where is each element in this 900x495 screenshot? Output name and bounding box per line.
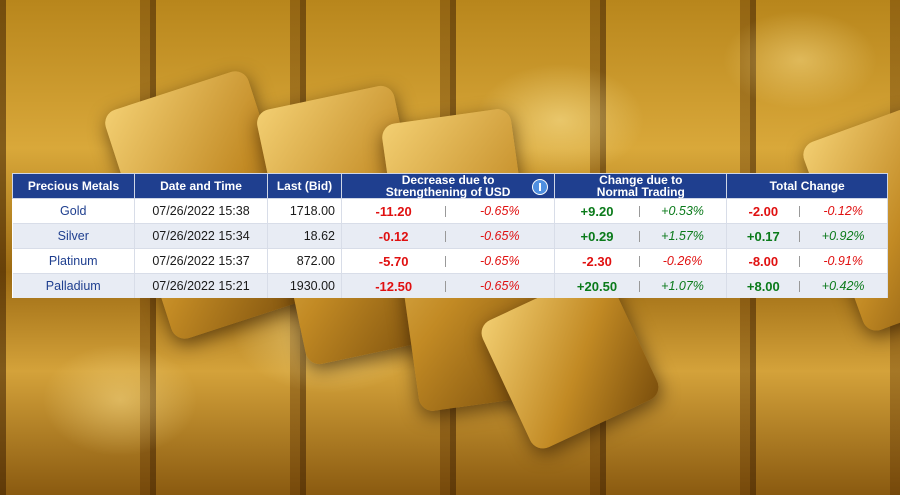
- table-cell: +0.29: [554, 223, 639, 249]
- header-cell: Total Change: [726, 173, 888, 199]
- table-cell: +0.17: [726, 223, 800, 249]
- table-cell: -0.65%: [445, 198, 556, 224]
- table-cell: +0.92%: [799, 223, 889, 249]
- table-cell: 18.62: [267, 223, 342, 249]
- table-cell: -0.91%: [799, 248, 889, 274]
- header-cell: Change due to Normal Trading: [554, 173, 728, 199]
- metals-table: Precious Metals Date and Time Last (Bid)…: [12, 173, 889, 298]
- header-cell: Precious Metals: [12, 173, 135, 199]
- table-cell: +8.00: [726, 273, 800, 298]
- table-row: Palladium 07/26/2022 15:21 1930.00 -12.50 -0…: [12, 273, 889, 298]
- table-cell: +0.53%: [638, 198, 728, 224]
- table-row: Platinum 07/26/2022 15:37 872.00 -5.70 -0.65…: [12, 248, 889, 274]
- table-cell: 07/26/2022 15:34: [134, 223, 268, 249]
- table-cell: -12.50: [341, 273, 446, 298]
- table-cell: Palladium: [12, 273, 135, 298]
- header-cell: Date and Time: [134, 173, 268, 199]
- table-cell: -0.26%: [638, 248, 728, 274]
- table-cell: -0.12%: [799, 198, 889, 224]
- header-cell: Decrease due to Strengthening of USD: [340, 173, 556, 199]
- table-cell: 872.00: [267, 248, 342, 274]
- table-body: Gold 07/26/2022 15:38 1718.00 -11.20 -0.65% +…: [12, 198, 889, 298]
- table-cell: -0.65%: [445, 248, 556, 274]
- table-cell: -11.20: [341, 198, 446, 224]
- header-row: Precious Metals Date and Time Last (Bid)…: [12, 173, 888, 199]
- table-cell: -2.00: [726, 198, 800, 224]
- table-cell: +0.42%: [799, 273, 889, 298]
- table-cell: Gold: [12, 198, 135, 224]
- table-cell: 07/26/2022 15:21: [134, 273, 268, 298]
- table-row: Gold 07/26/2022 15:38 1718.00 -11.20 -0.65% +…: [12, 198, 889, 224]
- table-cell: Silver: [12, 223, 135, 249]
- table-row: Silver 07/26/2022 15:34 18.62 -0.12 -0.65% +0…: [12, 223, 889, 249]
- table-cell: 1930.00: [267, 273, 342, 298]
- table-cell: -8.00: [726, 248, 800, 274]
- table-cell: 07/26/2022 15:38: [134, 198, 268, 224]
- table-cell: -0.65%: [445, 273, 556, 298]
- table-cell: +1.07%: [638, 273, 728, 298]
- table-cell: 1718.00: [267, 198, 342, 224]
- header-cell: Last (Bid): [267, 173, 342, 199]
- table-cell: 07/26/2022 15:37: [134, 248, 268, 274]
- table-cell: +9.20: [554, 198, 639, 224]
- table-cell: -5.70: [341, 248, 446, 274]
- info-icon[interactable]: [532, 179, 549, 195]
- table-cell: -0.12: [341, 223, 446, 249]
- table-cell: +1.57%: [638, 223, 728, 249]
- table-cell: Platinum: [12, 248, 135, 274]
- table-cell: +20.50: [554, 273, 639, 298]
- table-cell: -0.65%: [445, 223, 556, 249]
- header-text: Decrease due to Strengthening of USD: [385, 173, 511, 199]
- table-cell: -2.30: [554, 248, 639, 274]
